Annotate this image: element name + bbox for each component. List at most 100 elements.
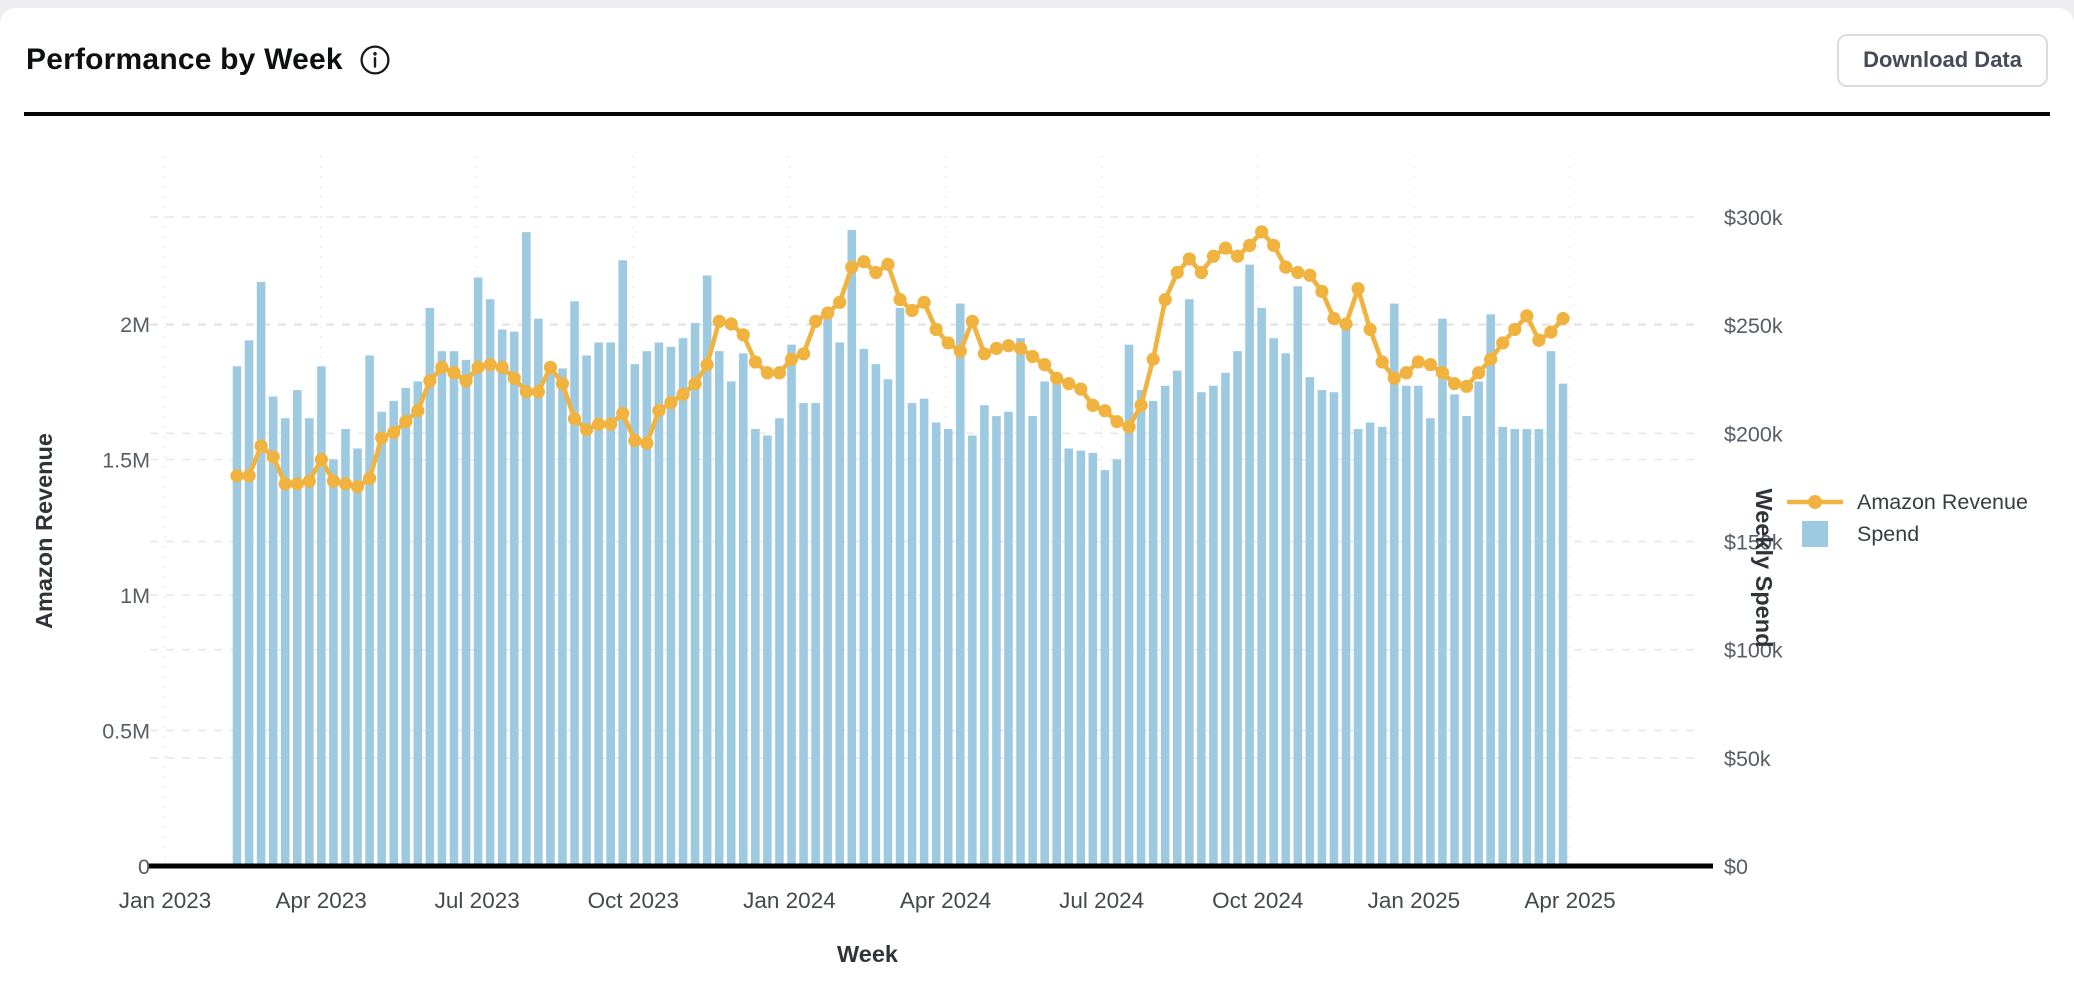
revenue-point	[242, 469, 256, 483]
revenue-point	[1146, 352, 1160, 366]
spend-bar	[353, 448, 362, 866]
spend-bar	[509, 331, 519, 866]
spend-bar	[305, 418, 314, 866]
revenue-point	[1435, 366, 1450, 380]
revenue-point	[363, 471, 377, 486]
spend-bar	[1221, 372, 1230, 866]
spend-bar	[377, 411, 386, 866]
revenue-point	[1447, 377, 1462, 391]
revenue-point	[784, 352, 799, 366]
revenue-point	[1291, 265, 1305, 280]
revenue-point	[1194, 265, 1208, 280]
revenue-point	[652, 404, 666, 418]
revenue-point	[1170, 265, 1184, 280]
spend-bar	[1245, 264, 1254, 866]
revenue-point	[821, 306, 835, 320]
revenue-point	[1001, 339, 1016, 353]
revenue-point	[531, 385, 545, 399]
spend-bar	[1076, 450, 1086, 866]
spend-bar	[726, 381, 736, 866]
revenue-point	[809, 314, 823, 328]
spend-bar	[1064, 448, 1074, 866]
spend-bar	[1185, 299, 1194, 866]
revenue-point	[471, 360, 485, 374]
performance-card: Performance by Week Download Data 0 0.5M 1…	[0, 8, 2074, 982]
revenue-point	[748, 355, 762, 369]
revenue-point	[712, 314, 726, 328]
revenue-point	[628, 433, 642, 448]
revenue-point	[266, 450, 280, 464]
performance-by-week-chart: 00.5M1M1.5M2M$0$50k$100k$150k$200k$250k$…	[31, 156, 2028, 967]
revenue-point	[435, 360, 449, 374]
revenue-point	[399, 414, 413, 429]
revenue-point	[736, 328, 750, 342]
legend-line-marker	[1808, 495, 1822, 509]
svg-text:$200k: $200k	[1724, 422, 1783, 446]
spend-bar	[461, 359, 471, 866]
revenue-point	[893, 293, 907, 307]
spend-bar	[1233, 351, 1242, 866]
revenue-point	[230, 469, 244, 483]
spend-bar	[1486, 314, 1495, 866]
revenue-point	[941, 336, 955, 350]
spend-bar	[883, 379, 893, 866]
right-axis: $0 $50k $100k $150k $200k $250k $300k	[1724, 206, 1783, 879]
spend-bar	[859, 348, 869, 866]
spend-bar	[232, 366, 242, 866]
revenue-point	[664, 395, 678, 410]
spend-bar	[1028, 416, 1037, 866]
revenue-point	[1339, 317, 1353, 331]
revenue-point	[519, 385, 533, 399]
spend-bar	[931, 422, 941, 866]
revenue-line	[230, 225, 1570, 494]
download-data-button[interactable]: Download Data	[1837, 33, 2048, 87]
revenue-point	[1098, 404, 1112, 418]
revenue-point	[796, 347, 811, 361]
svg-text:$250k: $250k	[1724, 314, 1783, 338]
revenue-point	[1110, 414, 1124, 429]
spend-bar	[811, 403, 820, 866]
revenue-point	[724, 317, 738, 331]
spend-bar	[1438, 318, 1447, 866]
revenue-point	[1062, 377, 1076, 391]
spend-bar	[666, 346, 676, 866]
chart-legend[interactable]: Amazon Revenue Spend	[1787, 490, 2028, 547]
spend-bar	[787, 344, 796, 866]
spend-bar	[1257, 307, 1266, 866]
info-icon[interactable]	[359, 44, 391, 76]
page-title: Performance by Week	[26, 43, 343, 76]
revenue-point	[1255, 225, 1269, 239]
spend-bar	[871, 364, 881, 866]
spend-bar	[907, 403, 917, 866]
spend-bar	[895, 307, 905, 866]
spend-bar	[1426, 418, 1435, 866]
revenue-point	[905, 303, 919, 318]
revenue-point	[447, 366, 461, 380]
revenue-point	[459, 374, 473, 388]
spend-bar	[690, 323, 700, 866]
spend-bar	[256, 281, 266, 866]
spend-bar	[943, 429, 953, 866]
spend-bar	[292, 390, 302, 866]
spend-bar	[341, 429, 350, 866]
left-axis: 0 0.5M 1M 1.5M 2M	[102, 313, 150, 879]
spend-bar	[1377, 426, 1387, 866]
revenue-point	[1158, 293, 1172, 307]
spend-bar	[1305, 377, 1315, 866]
spend-bar	[763, 435, 772, 866]
svg-text:1M: 1M	[120, 584, 150, 608]
spend-bar	[642, 351, 652, 866]
svg-text:0: 0	[138, 855, 150, 879]
revenue-point	[495, 360, 509, 374]
revenue-point	[1544, 325, 1558, 339]
svg-text:Jul 2024: Jul 2024	[1059, 888, 1144, 913]
spend-bar	[401, 387, 411, 866]
spend-bar	[1269, 338, 1278, 866]
legend-square-marker	[1802, 521, 1828, 547]
spend-bar	[1160, 385, 1170, 866]
revenue-point	[953, 344, 967, 358]
spend-bar	[558, 368, 567, 866]
revenue-point	[314, 452, 328, 467]
spend-bar	[678, 338, 688, 866]
revenue-point	[1327, 311, 1341, 326]
